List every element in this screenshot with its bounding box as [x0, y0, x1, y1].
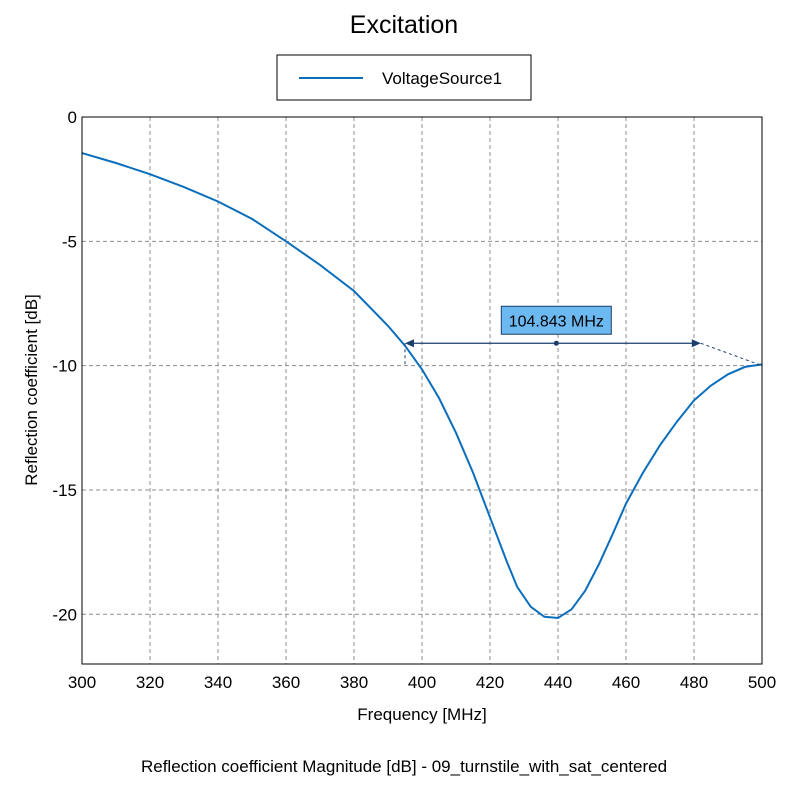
x-tick-labels: 300 320 340 360 380 400 420 440 460 480 500	[68, 673, 776, 692]
x-tick-label: 320	[136, 673, 164, 692]
grid	[82, 117, 762, 664]
x-tick-label: 500	[748, 673, 776, 692]
annotation-arrowhead-left	[405, 339, 414, 348]
x-tick-label: 380	[340, 673, 368, 692]
plot-frame	[81, 116, 763, 665]
x-tick-label: 440	[544, 673, 572, 692]
x-axis-label: Frequency [MHz]	[357, 705, 486, 724]
y-axis-label: Reflection coefficient [dB]	[22, 294, 41, 486]
x-tick-label: 420	[476, 673, 504, 692]
chart-title: Excitation	[350, 11, 458, 39]
x-tick-label: 340	[204, 673, 232, 692]
x-tick-label: 460	[612, 673, 640, 692]
x-tick-label: 300	[68, 673, 96, 692]
y-tick-label: -20	[52, 605, 77, 624]
series-line-voltagesource1	[81, 152, 763, 620]
annotation-arrowhead-right	[691, 339, 701, 348]
annotation-drop-line-right	[700, 342, 763, 367]
y-tick-labels: 0 -5 -10 -15 -20	[52, 108, 77, 624]
y-tick-label: -5	[62, 232, 77, 251]
annotation-label-box	[500, 305, 612, 335]
annotation-midpoint	[553, 340, 559, 346]
x-tick-label: 400	[408, 673, 436, 692]
legend-label: VoltageSource1	[382, 69, 502, 88]
legend: VoltageSource1	[276, 54, 532, 101]
annotation-label: 104.843 MHz	[509, 313, 604, 330]
bandwidth-annotation: 104.843 MHz	[404, 305, 763, 367]
x-tick-label: 480	[680, 673, 708, 692]
chart-caption: Reflection coefficient Magnitude [dB] - …	[141, 757, 667, 776]
y-tick-label: 0	[68, 108, 77, 127]
x-tick-label: 360	[272, 673, 300, 692]
y-tick-label: -15	[52, 481, 77, 500]
y-tick-label: -10	[52, 357, 77, 376]
